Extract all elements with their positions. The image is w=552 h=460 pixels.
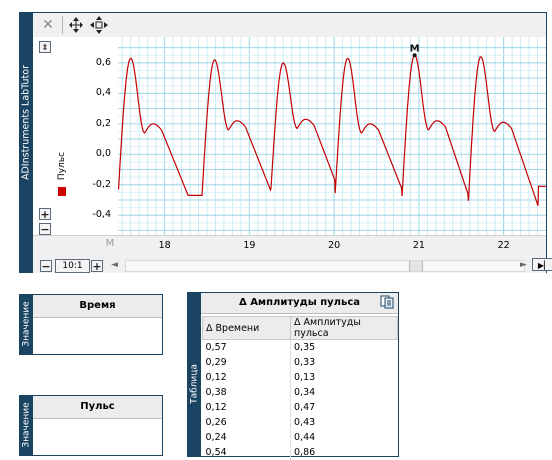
column-header-delta-amplitude[interactable]: Δ Амплитуды пульса [291, 317, 398, 340]
chart-toolbar: ✕ [33, 13, 546, 38]
table-panel-side: Таблица [188, 293, 201, 456]
cell-delta-amplitude: 0,44 [291, 430, 398, 445]
scroll-right-icon[interactable]: ► [520, 260, 527, 270]
time-value-panel: Значение Время [19, 294, 163, 355]
pulse-panel-side-label: Значение [22, 399, 32, 452]
zoom-vertical-icon[interactable] [66, 16, 86, 34]
marker-point [413, 53, 417, 57]
zoom-out-x-button[interactable]: − [40, 260, 52, 272]
x-tick-label: 20 [328, 240, 340, 251]
pulse-panel-side: Значение [20, 396, 33, 455]
zoom-in-y-button[interactable]: + [39, 208, 51, 220]
chart-side-title: ADInstruments LabTutor [20, 43, 33, 203]
x-tick-label: 22 [498, 240, 510, 251]
horizontal-scrollbar[interactable] [125, 260, 525, 272]
column-header-delta-time[interactable]: Δ Времени [203, 317, 291, 340]
cell-delta-time: 0,54 [203, 445, 291, 460]
marker-cursor-icon[interactable]: M [105, 238, 115, 254]
zoom-out-y-button[interactable]: − [39, 223, 51, 235]
y-tick-label: 0,6 [33, 57, 111, 68]
time-panel-side-label: Значение [22, 298, 32, 351]
cell-delta-time: 0,12 [203, 400, 291, 415]
zoom-in-x-button[interactable]: + [91, 260, 103, 272]
x-tick-label: 19 [243, 240, 255, 251]
move-icon[interactable] [89, 16, 109, 34]
copy-icon[interactable] [380, 295, 395, 309]
cell-delta-amplitude: 0,13 [291, 370, 398, 385]
cell-delta-time: 0,12 [203, 370, 291, 385]
scroll-left-icon[interactable]: ◄ [111, 260, 118, 270]
table-title: Δ Амплитуды пульса [239, 297, 360, 308]
toolbar-separator [62, 16, 63, 34]
app-title: ADInstruments LabTutor [21, 43, 32, 203]
y-tick-label: -0,2 [33, 179, 111, 190]
time-panel-header: Время [33, 295, 162, 318]
pulse-panel-header: Пульс [33, 396, 162, 419]
cell-delta-time: 0,24 [203, 430, 291, 445]
x-tick-label: 18 [159, 240, 171, 251]
cell-delta-amplitude: 0,34 [291, 385, 398, 400]
marker-label: M [410, 43, 420, 54]
table-panel: Таблица Δ Амплитуды пульса Δ Времени Δ А… [187, 292, 399, 457]
cell-delta-amplitude: 0,33 [291, 355, 398, 370]
y-tick-label: 0,4 [33, 87, 111, 98]
scroll-to-end-button[interactable]: ▶▏ [532, 258, 552, 271]
cell-delta-amplitude: 0,43 [291, 415, 398, 430]
pulse-value-panel: Значение Пульс [19, 395, 163, 456]
x-tick-label: 21 [413, 240, 425, 251]
autoscale-icon[interactable]: ⇕ [39, 41, 51, 53]
cell-delta-time: 0,57 [203, 340, 291, 356]
table-panel-header: Δ Амплитуды пульса [201, 293, 398, 314]
y-tick-label: 0,2 [33, 118, 111, 129]
cell-delta-time: 0,38 [203, 385, 291, 400]
table-panel-side-label: Таблица [190, 358, 200, 411]
time-panel-side: Значение [20, 295, 33, 354]
cell-delta-amplitude: 0,47 [291, 400, 398, 415]
close-icon[interactable]: ✕ [38, 16, 58, 34]
scrollbar-thumb[interactable] [409, 261, 423, 271]
cell-delta-amplitude: 0,86 [291, 445, 398, 460]
cell-delta-time: 0,29 [203, 355, 291, 370]
pulse-chart: M [118, 37, 546, 235]
cell-delta-amplitude: 0,35 [291, 340, 398, 356]
zoom-ratio-field[interactable]: 10:1 [55, 259, 90, 273]
plot-area[interactable]: M [118, 37, 546, 235]
y-tick-label: 0,0 [33, 148, 111, 159]
cell-delta-time: 0,26 [203, 415, 291, 430]
